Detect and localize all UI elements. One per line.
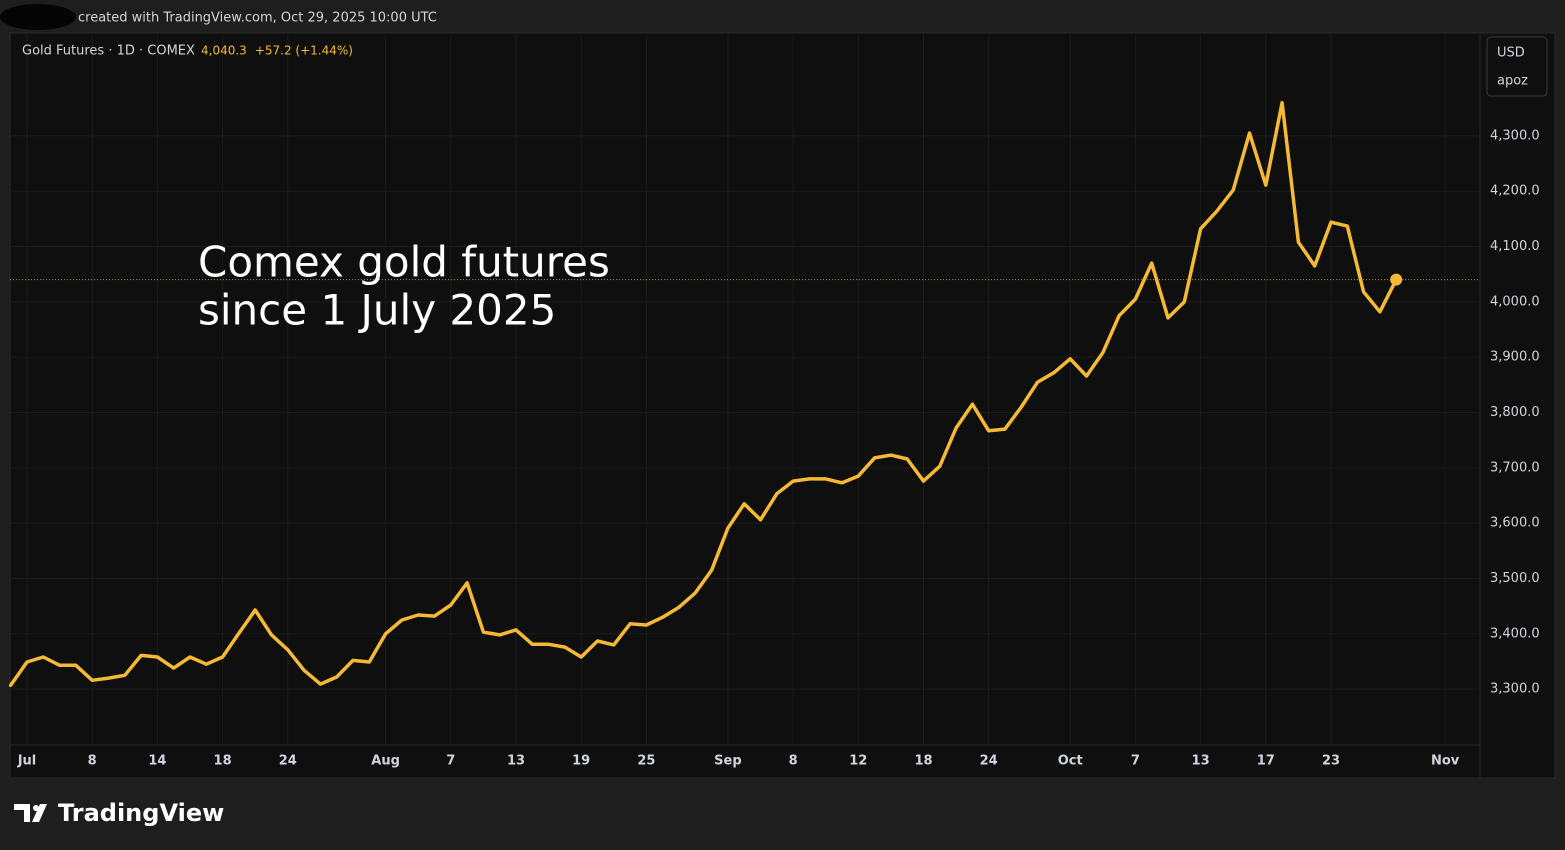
created-note: created with TradingView.com, Oct 29, 20… bbox=[78, 11, 437, 26]
y-tick-label: 4,200.0 bbox=[1490, 184, 1540, 199]
y-tick-label: 4,300.0 bbox=[1490, 128, 1540, 143]
logo-dot bbox=[33, 805, 39, 811]
x-tick-label: 14 bbox=[148, 754, 166, 769]
chart-panel bbox=[9, 32, 1556, 779]
logo: TradingView bbox=[14, 799, 224, 827]
x-tick-label: Aug bbox=[371, 754, 400, 769]
x-tick-label: 7 bbox=[446, 754, 455, 769]
price-line bbox=[8, 100, 1398, 688]
last-price: 4,040.3 bbox=[201, 44, 247, 58]
y-tick-label: 3,300.0 bbox=[1490, 682, 1540, 697]
y-tick-label: 3,800.0 bbox=[1490, 405, 1540, 420]
annotation-line: since 1 July 2025 bbox=[198, 286, 556, 335]
x-tick-label: Oct bbox=[1058, 754, 1083, 769]
x-tick-label: 8 bbox=[88, 754, 97, 769]
x-tick-label: 23 bbox=[1322, 754, 1340, 769]
y-tick-label: 3,400.0 bbox=[1490, 626, 1540, 641]
x-tick-label: 24 bbox=[980, 754, 998, 769]
logo-text: TradingView bbox=[58, 799, 224, 827]
y-tick-label: 3,600.0 bbox=[1490, 516, 1540, 531]
y-tick-label: 3,900.0 bbox=[1490, 350, 1540, 365]
x-tick-label: 7 bbox=[1131, 754, 1140, 769]
price-change: +57.2 (+1.44%) bbox=[255, 44, 353, 58]
redaction bbox=[0, 4, 76, 30]
plot bbox=[8, 100, 1480, 688]
x-tick-label: 12 bbox=[849, 754, 867, 769]
x-tick-label: 13 bbox=[507, 754, 525, 769]
y-tick-label: 3,500.0 bbox=[1490, 571, 1540, 586]
x-tick-label: 18 bbox=[914, 754, 932, 769]
currency-box[interactable] bbox=[1486, 36, 1548, 97]
x-tick-label: 18 bbox=[214, 754, 232, 769]
x-tick-label: Sep bbox=[714, 754, 742, 769]
symbol-info: Gold Futures · 1D · COMEX bbox=[22, 44, 195, 59]
x-tick-label: Nov bbox=[1431, 754, 1460, 769]
annotation-line: Comex gold futures bbox=[198, 238, 610, 287]
y-tick-label: 4,000.0 bbox=[1490, 294, 1540, 309]
currency[interactable]: USD bbox=[1497, 46, 1525, 61]
x-tick-label: 19 bbox=[572, 754, 590, 769]
x-tick-label: 25 bbox=[637, 754, 655, 769]
grid bbox=[10, 33, 1480, 745]
x-tick-label: 17 bbox=[1257, 754, 1275, 769]
x-tick-label: 8 bbox=[789, 754, 798, 769]
x-tick-label: 13 bbox=[1192, 754, 1210, 769]
x-tick-label: Jul bbox=[17, 754, 37, 769]
unit[interactable]: apoz bbox=[1497, 74, 1528, 89]
y-tick-label: 3,700.0 bbox=[1490, 460, 1540, 475]
y-tick-label: 4,100.0 bbox=[1490, 239, 1540, 254]
last-point bbox=[1390, 273, 1403, 286]
x-tick-label: 24 bbox=[279, 754, 297, 769]
